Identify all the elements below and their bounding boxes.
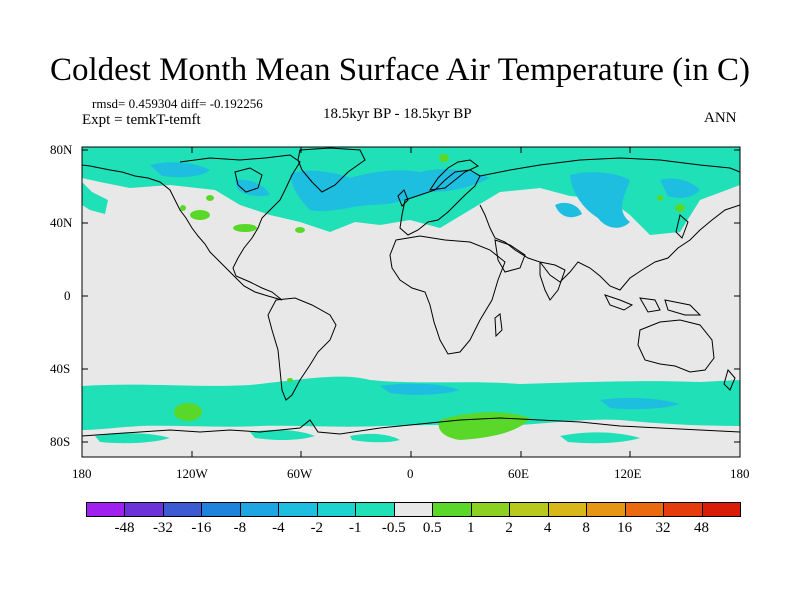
- sh-cooling-core: [380, 383, 680, 410]
- plot-title: Coldest Month Mean Surface Air Temperatu…: [50, 52, 750, 88]
- colorbar-swatch: [124, 502, 164, 517]
- stats-text: rmsd= 0.459304 diff= -0.192256: [92, 96, 263, 111]
- colorbar-label: 1: [466, 520, 475, 536]
- experiment-text: Expt = temkT-temft: [82, 112, 201, 128]
- colorbar-swatch: [201, 502, 241, 517]
- colorbar-swatch: [239, 502, 280, 517]
- colorbar-swatch: [624, 502, 665, 517]
- colorbar-label: 48: [694, 520, 710, 536]
- colorbar-label: 16: [617, 520, 633, 536]
- colorbar-swatch: [162, 502, 203, 517]
- colorbar-swatch: [547, 502, 588, 517]
- colorbar-swatch: [509, 502, 549, 517]
- colorbar-label: 32: [655, 520, 671, 536]
- lon-label-0: 0: [407, 466, 414, 481]
- colorbar-label: -8: [233, 520, 247, 536]
- lon-label-180e: 180: [730, 466, 750, 481]
- season-text: ANN: [704, 110, 737, 126]
- lat-label-80s: 80S: [50, 434, 71, 449]
- nh-warming-spots: [180, 154, 685, 233]
- lat-label-80n: 80N: [50, 142, 73, 157]
- colorbar-swatch: [470, 502, 511, 517]
- colorbar-swatch: [86, 502, 126, 517]
- colorbar-label: 4: [543, 520, 552, 536]
- colorbar-label: 8: [582, 520, 590, 536]
- colorbar-label: -32: [152, 520, 173, 536]
- lat-label-0: 0: [64, 288, 71, 303]
- colorbar-label: -16: [191, 520, 212, 536]
- colorbar-label: -1: [349, 520, 362, 536]
- sh-cooling-field: [82, 376, 740, 444]
- coastlines: [82, 147, 740, 437]
- colorbar-swatch: [393, 502, 434, 517]
- colorbar-label: -0.5: [381, 520, 406, 536]
- lon-label-120w: 120W: [176, 466, 208, 481]
- colorbar-swatch: [355, 502, 395, 517]
- colorbar-label: 2: [505, 520, 513, 536]
- lon-label-180w: 180: [72, 466, 92, 481]
- colorbar-label: -2: [310, 520, 324, 536]
- lon-label-120e: 120E: [614, 466, 642, 481]
- lon-label-60w: 60W: [287, 466, 313, 481]
- sh-warming-spots: [174, 378, 530, 440]
- colorbar-swatch: [316, 502, 357, 517]
- lon-label-60e: 60E: [508, 466, 529, 481]
- colorbar-swatch: [663, 502, 703, 517]
- colorbar-swatch: [586, 502, 626, 517]
- colorbar-swatch: [278, 502, 318, 517]
- colorbar-swatch: [701, 502, 741, 517]
- lat-label-40n: 40N: [50, 215, 73, 230]
- axis-ticks: [82, 147, 740, 457]
- period-text: 18.5kyr BP - 18.5kyr BP: [323, 106, 472, 122]
- lat-label-40s: 40S: [50, 361, 71, 376]
- colorbar-label: -4: [272, 520, 285, 536]
- colorbar-swatch: [432, 502, 472, 517]
- colorbar-label: -48: [114, 520, 135, 536]
- colorbar-label: 0.5: [422, 520, 442, 536]
